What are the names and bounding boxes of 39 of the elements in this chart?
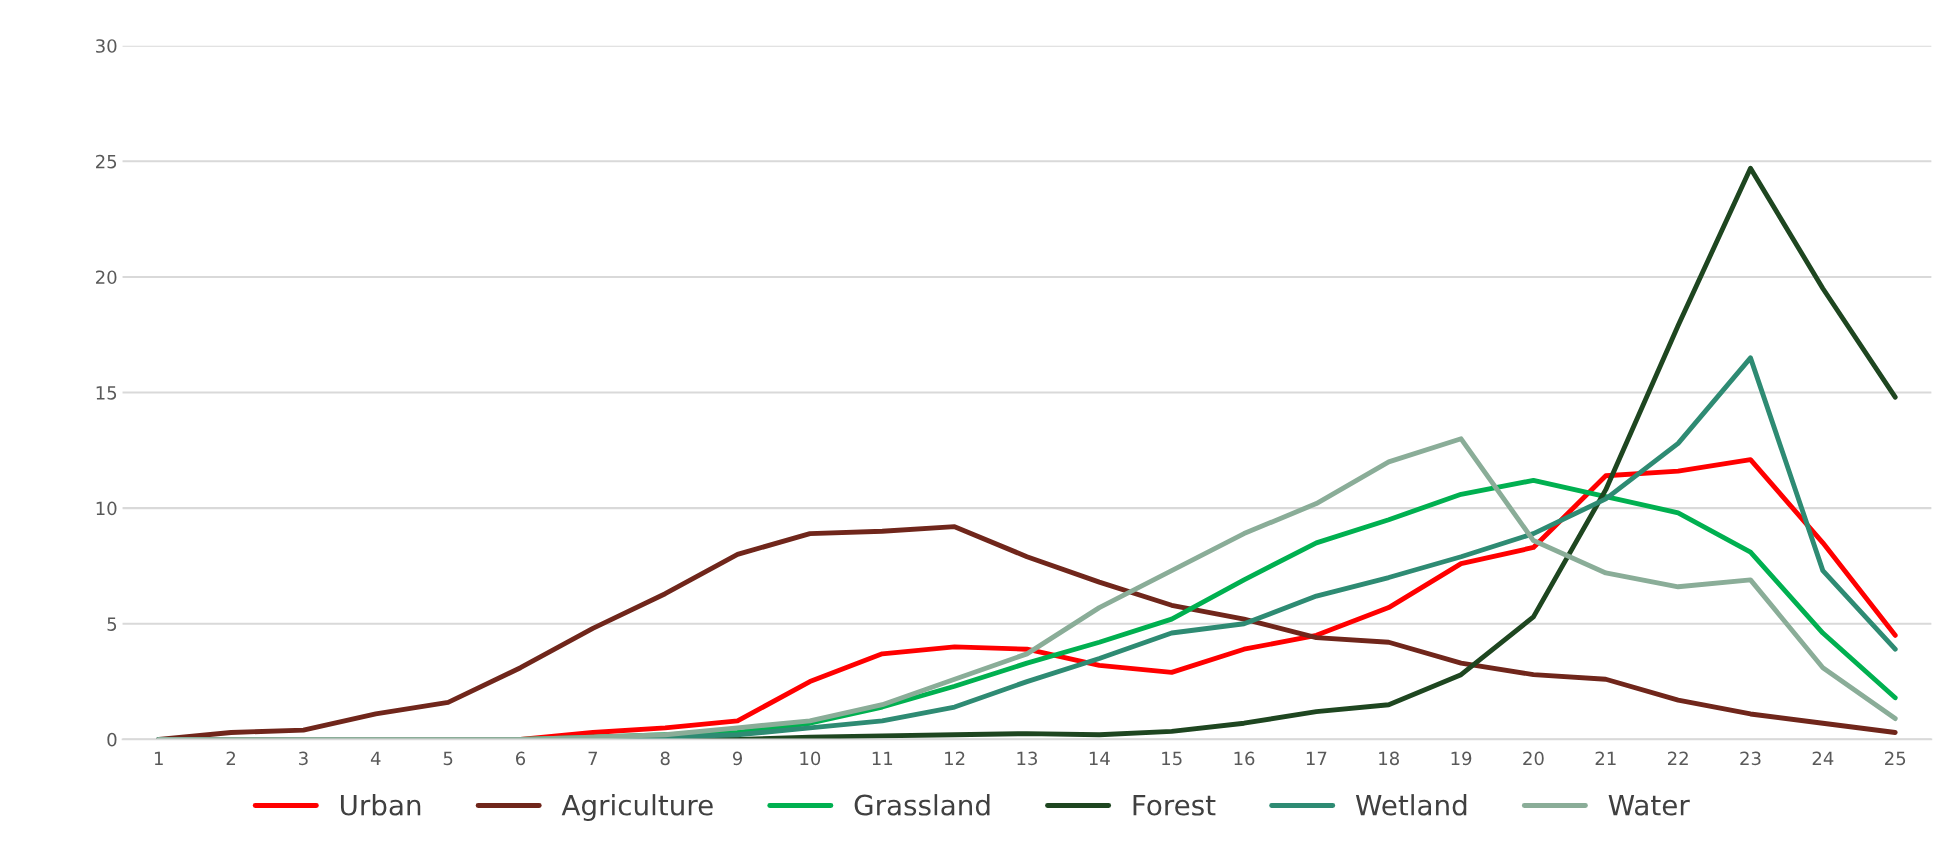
x-tick-label: 7 [588,751,598,765]
x-tick-label: 25 [1885,751,1906,766]
x-tick-label: 5 [443,751,453,766]
x-tick-label: 20 [1523,751,1544,766]
x-tick-label: 23 [1740,751,1761,766]
x-tick-label: 16 [1234,751,1255,766]
x-tick-label: 11 [872,751,893,765]
x-tick-label: 19 [1451,751,1472,766]
legend-label: Forest [1133,794,1216,816]
x-tick-label: 9 [732,751,743,766]
x-tick-label: 4 [370,751,381,765]
legend-label: Wetland [1355,794,1467,816]
x-tick-label: 13 [1017,751,1037,766]
legend-label: Grassland [854,794,990,816]
x-tick-label: 17 [1306,751,1327,765]
x-tick-label: 14 [1089,751,1110,765]
x-tick-label: 10 [800,751,821,766]
x-tick-label: 22 [1667,751,1688,765]
y-tick-label: 5 [107,617,117,631]
legend-label: Agriculture [561,794,713,821]
y-tick-label: 15 [96,386,117,400]
legend-label: Water [1608,794,1690,816]
x-tick-label: 24 [1812,751,1834,765]
x-tick-label: 15 [1162,751,1182,766]
legend-label: Urban [340,794,421,816]
x-tick-label: 8 [660,751,670,766]
y-tick-label: 25 [96,154,117,169]
x-tick-label: 18 [1379,751,1399,766]
x-tick-label: 1 [154,751,163,765]
y-tick-label: 10 [96,501,117,516]
y-tick-label: 20 [96,270,117,285]
x-tick-label: 3 [299,751,308,766]
x-tick-label: 21 [1595,751,1616,765]
x-tick-label: 6 [516,751,526,766]
y-tick-label: 0 [107,732,117,747]
y-tick-label: 30 [96,39,117,53]
line-series [156,436,1898,740]
x-tick-label: 2 [226,751,235,765]
x-tick-label: 12 [945,751,965,765]
